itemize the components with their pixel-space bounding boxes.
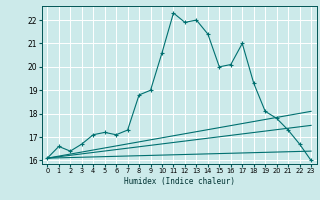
X-axis label: Humidex (Indice chaleur): Humidex (Indice chaleur) [124, 177, 235, 186]
